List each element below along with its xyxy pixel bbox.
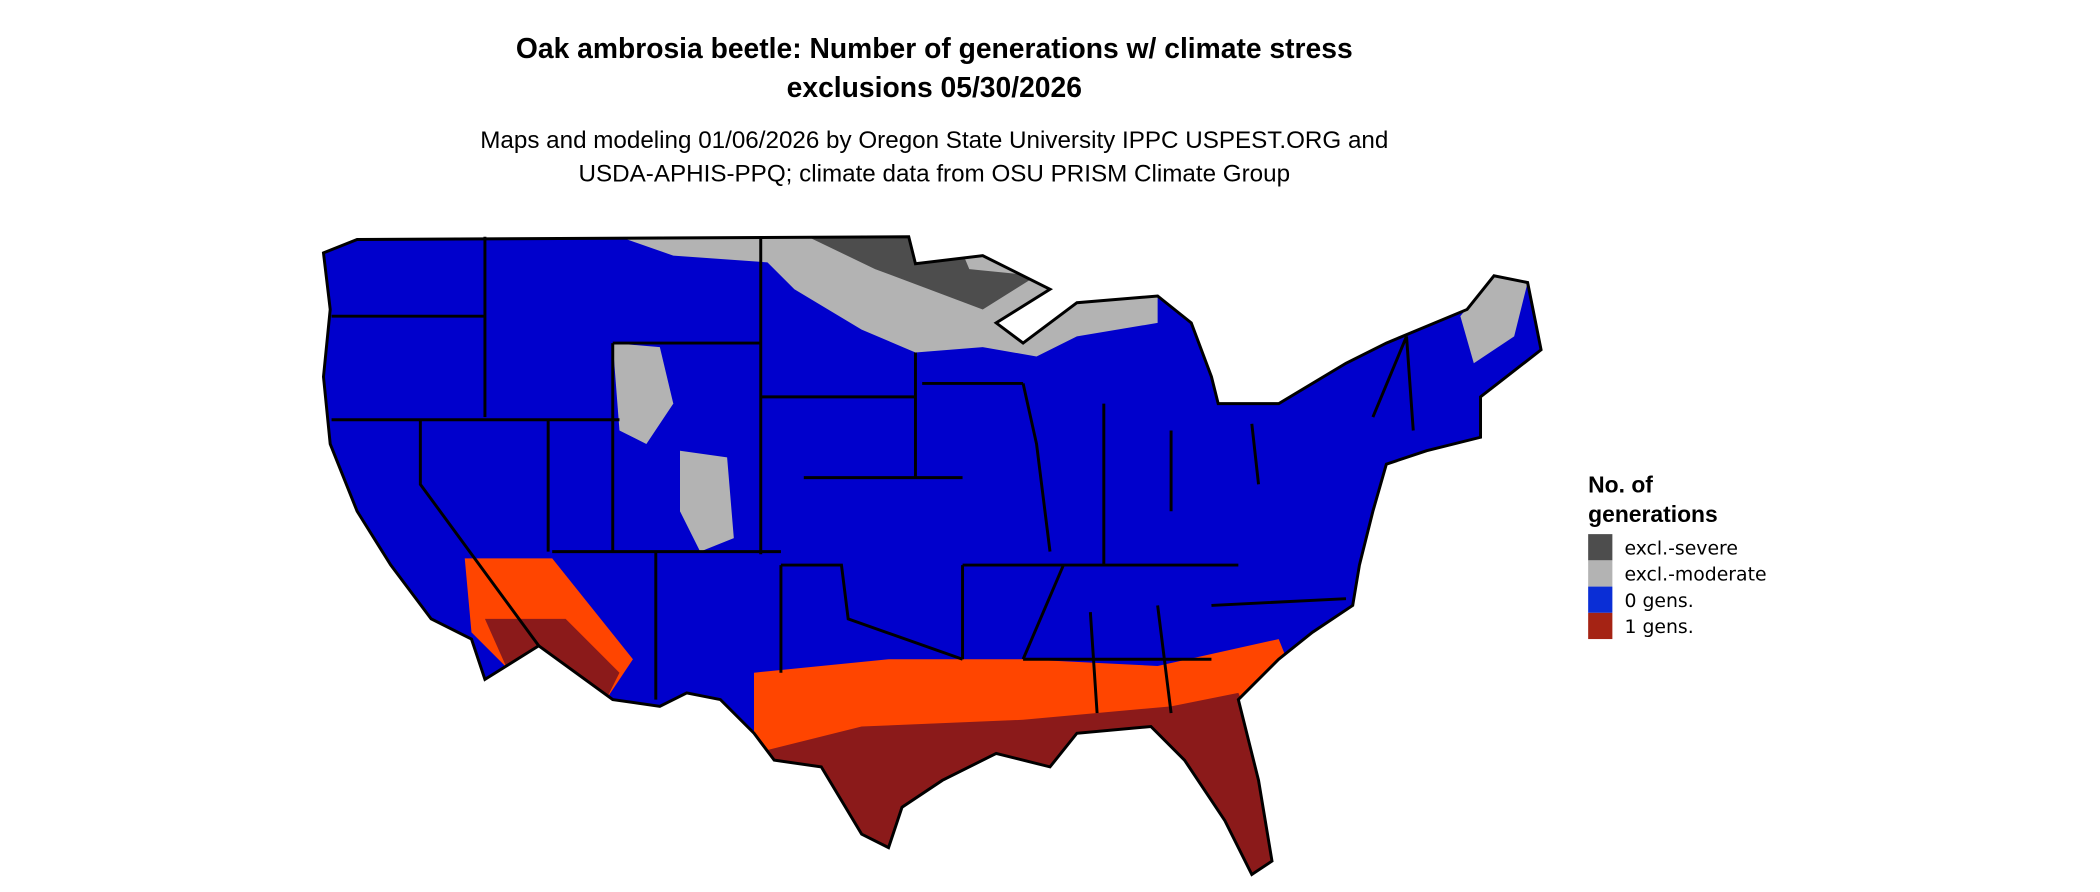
legend-title-line-2: generations xyxy=(1588,501,1718,527)
title-line-2: exclusions 05/30/2026 xyxy=(787,71,1082,103)
legend-label-excl-severe: excl.-severe xyxy=(1624,538,1737,559)
legend-label-1-gens: 1 gens. xyxy=(1624,617,1693,638)
state-borders xyxy=(322,235,1543,876)
region-excl-moderate-colorado xyxy=(680,450,734,552)
legend-label-0-gens: 0 gens. xyxy=(1624,591,1693,612)
us-map xyxy=(323,236,1542,875)
legend-swatch-excl-severe xyxy=(1588,534,1613,561)
title-line-1: Oak ambrosia beetle: Number of generatio… xyxy=(516,32,1353,64)
legend-swatch-1-gens xyxy=(1588,612,1613,640)
legend-swatch-0-gens xyxy=(1588,586,1613,613)
subtitle-line-1: Maps and modeling 01/06/2026 by Oregon S… xyxy=(480,127,1388,154)
legend-swatch-excl-moderate xyxy=(1588,560,1613,587)
legend-label-excl-moderate: excl.-moderate xyxy=(1624,565,1766,586)
legend-title-line-1: No. of xyxy=(1588,471,1653,497)
subtitle-line-2: USDA-APHIS-PPQ; climate data from OSU PR… xyxy=(579,161,1291,188)
legend: No. of generations excl.-severe excl.-mo… xyxy=(1588,471,1767,640)
region-excl-moderate-wyoming xyxy=(612,343,674,444)
region-excl-severe xyxy=(807,236,1037,310)
